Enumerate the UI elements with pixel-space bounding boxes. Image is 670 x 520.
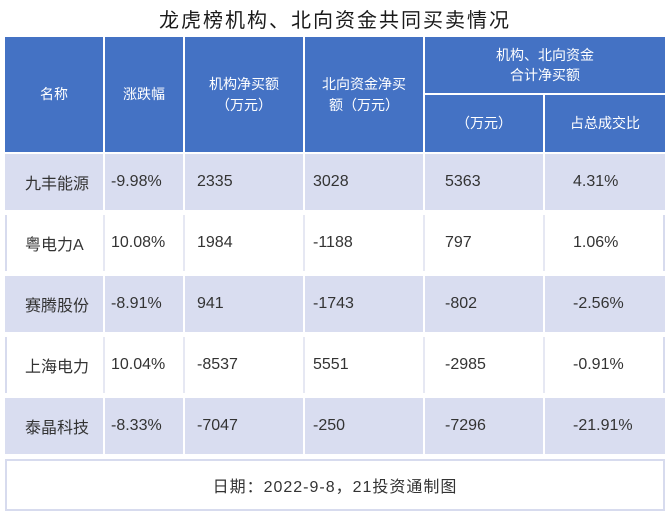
col-group-header-combined-net-buy: 机构、北向资金 合计净买额 [425, 37, 665, 95]
table-row: 粤电力A 10.08% 1984 -1188 797 1.06% [5, 215, 665, 271]
col-header-turnover-ratio: 占总成交比 [570, 115, 640, 132]
cell-northbound-net-buy: -1188 [305, 215, 425, 271]
cell-northbound-net-buy: -250 [305, 398, 425, 454]
cell-change-pct: 10.04% [105, 337, 185, 393]
cell-stock-name: 上海电力 [5, 337, 105, 393]
col-header-change-pct: 涨跌幅 [105, 37, 185, 152]
cell-turnover-ratio: 1.06% [573, 234, 619, 251]
table-row: 九丰能源 -9.98% 2335 3028 5363 4.31% [5, 154, 665, 210]
cell-stock-name: 泰晶科技 [5, 398, 105, 454]
cell-change-pct: -8.33% [105, 398, 185, 454]
cell-stock-name: 赛腾股份 [5, 276, 105, 332]
cell-combined-net-buy: -7296 [425, 398, 545, 454]
cell-institution-net-buy: -7047 [185, 398, 305, 454]
cell-northbound-net-buy: 5551 [305, 337, 425, 393]
table-row: 上海电力 10.04% -8537 5551 -2985 -0.91% [5, 337, 665, 393]
cell-turnover-ratio: -2.56% [573, 295, 624, 312]
cell-combined-net-buy: 5363 [425, 154, 545, 210]
cell-change-pct: -9.98% [105, 154, 185, 210]
table-row: 泰晶科技 -8.33% -7047 -250 -7296 -21.91% [5, 398, 665, 454]
cell-combined-net-buy: 797 [425, 215, 545, 271]
chart-title: 龙虎榜机构、北向资金共同买卖情况 [159, 10, 511, 32]
cell-northbound-net-buy: -1743 [305, 276, 425, 332]
cell-combined-net-buy: -2985 [425, 337, 545, 393]
table-header: 名称 涨跌幅 机构净买额 （万元） 北向资金净买 额（万元） 机构、北向资金 合… [5, 37, 665, 152]
cell-combined-net-buy: -802 [425, 276, 545, 332]
footer-note: 日期：2022-9-8，21投资通制图 [5, 459, 665, 511]
cell-turnover-ratio: -21.91% [573, 417, 633, 434]
col-header-name: 名称 [5, 37, 105, 152]
col-header-combined-amount: （万元） [425, 95, 545, 152]
table-row: 赛腾股份 -8.91% 941 -1743 -802 -2.56% [5, 276, 665, 332]
col-header-institution-net-buy: 机构净买额 （万元） [185, 37, 305, 152]
cell-institution-net-buy: 1984 [185, 215, 305, 271]
cell-change-pct: 10.08% [105, 215, 185, 271]
cell-stock-name: 九丰能源 [5, 154, 105, 210]
cell-change-pct: -8.91% [105, 276, 185, 332]
cell-institution-net-buy: -8537 [185, 337, 305, 393]
cell-stock-name: 粤电力A [5, 215, 105, 271]
cell-institution-net-buy: 2335 [185, 154, 305, 210]
col-header-northbound-net-buy: 北向资金净买 额（万元） [305, 37, 425, 152]
footer-note-text: 日期：2022-9-8，21投资通制图 [212, 479, 458, 496]
cell-turnover-ratio: -0.91% [573, 356, 624, 373]
data-table: 名称 涨跌幅 机构净买额 （万元） 北向资金净买 额（万元） 机构、北向资金 合… [5, 37, 665, 511]
cell-institution-net-buy: 941 [185, 276, 305, 332]
cell-northbound-net-buy: 3028 [305, 154, 425, 210]
cell-turnover-ratio: 4.31% [573, 173, 619, 190]
